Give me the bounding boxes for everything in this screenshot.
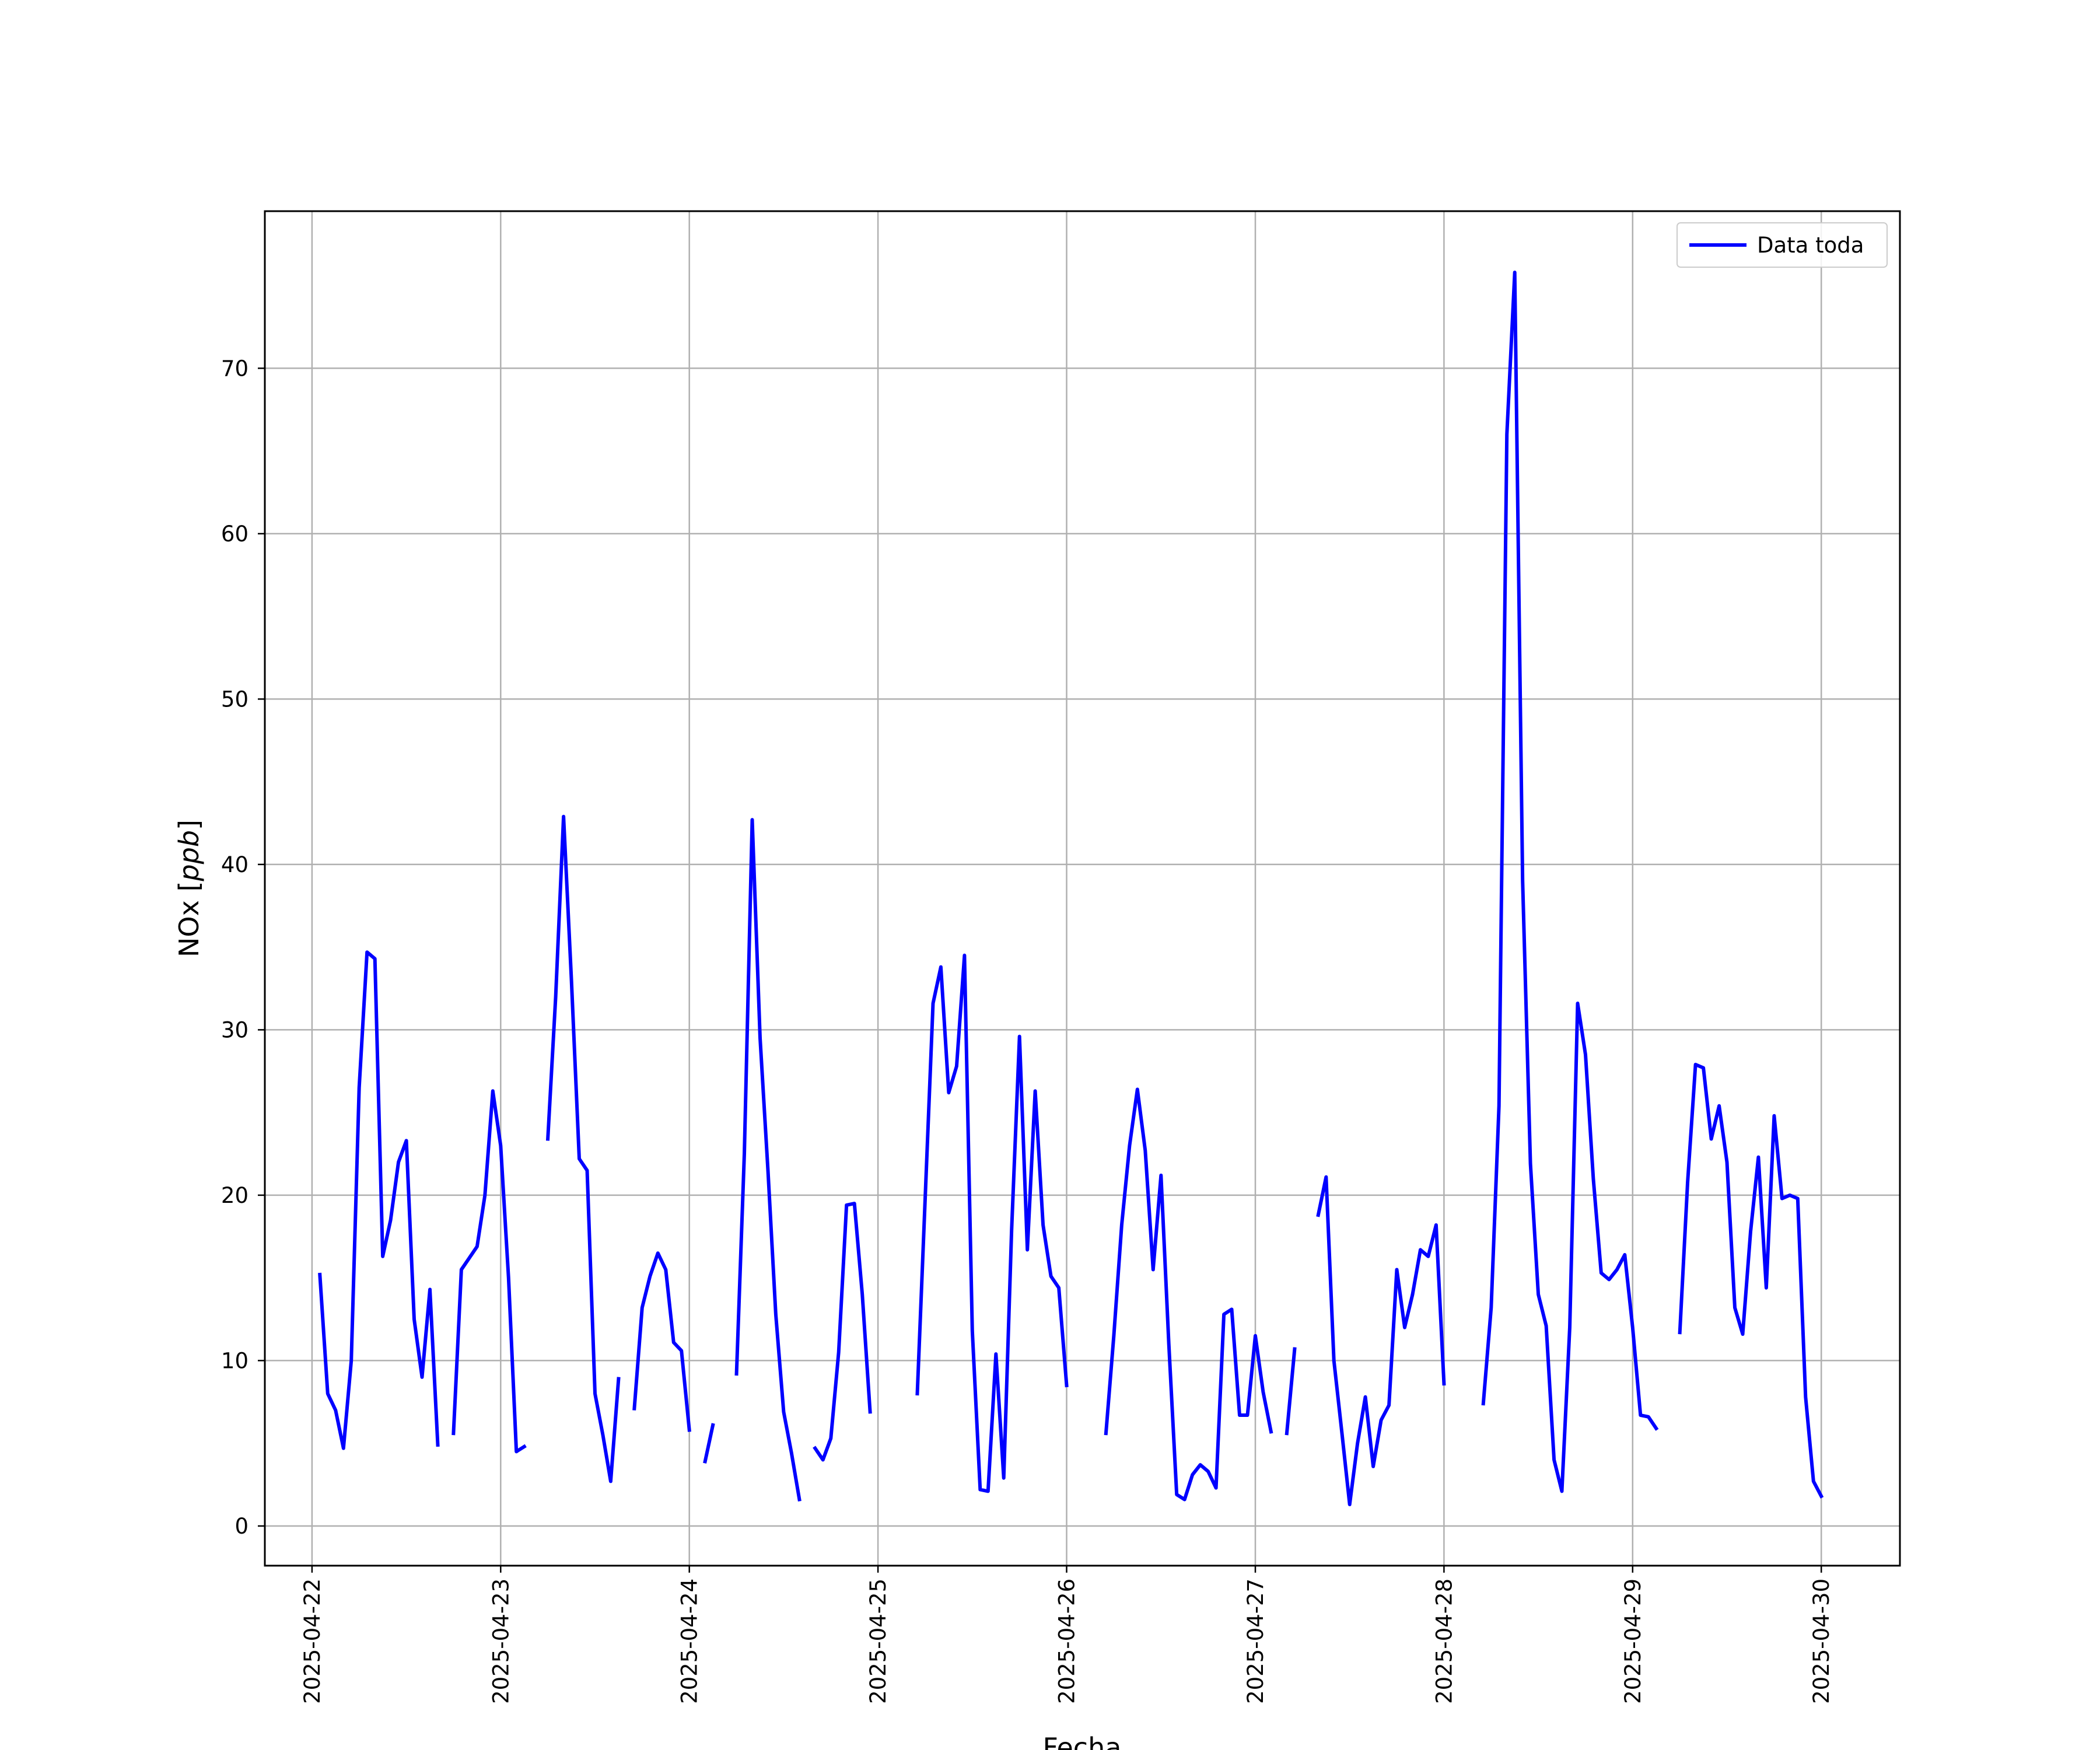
series-line-segment [1284, 1347, 1297, 1436]
series-line-segment [318, 950, 440, 1450]
series-line-segment [734, 818, 802, 1502]
y-tick-label: 60 [221, 522, 249, 547]
y-axis-label: NOx [ppb] [173, 820, 205, 957]
x-tick-label: 2025-04-29 [1620, 1578, 1646, 1704]
series-line-segment [545, 814, 621, 1483]
series-line-segment [915, 953, 1069, 1493]
series-line-segment [452, 1089, 527, 1454]
x-tick-label: 2025-04-23 [488, 1578, 513, 1704]
y-axis: 0 10 20 30 40 50 60 70 [221, 356, 265, 1539]
y-axis-label-text: NOx [ [173, 881, 205, 957]
y-axis-label-unit: ppb [173, 830, 205, 882]
x-tick-label: 2025-04-25 [866, 1578, 891, 1704]
legend-label: Data toda [1757, 233, 1864, 258]
y-tick-label: 10 [221, 1348, 249, 1373]
x-axis-label: Fecha [1043, 1732, 1122, 1750]
y-tick-label: 0 [235, 1514, 249, 1539]
y-tick-label: 70 [221, 356, 249, 381]
x-axis: 2025-04-22 2025-04-23 2025-04-24 2025-04-25… [300, 1566, 1834, 1704]
series-line-segment [1481, 270, 1659, 1493]
x-tick-label: 2025-04-27 [1243, 1578, 1268, 1704]
series-layer [318, 270, 1824, 1507]
x-tick-label: 2025-04-26 [1055, 1578, 1080, 1704]
series-line-segment [703, 1423, 715, 1464]
x-tick-label: 2025-04-24 [677, 1578, 702, 1704]
y-axis-label-close: ] [173, 820, 205, 830]
y-tick-label: 20 [221, 1183, 249, 1208]
plot-frame [264, 210, 1901, 1567]
y-tick-label: 50 [221, 687, 249, 712]
series-line-segment [1104, 1087, 1273, 1502]
x-tick-label: 2025-04-28 [1432, 1578, 1457, 1704]
series-line-segment [1678, 1062, 1824, 1499]
legend: Data toda [1676, 222, 1888, 268]
legend-box [1676, 222, 1888, 268]
grid-lines [265, 211, 1900, 1566]
y-tick-label: 40 [221, 852, 249, 877]
series-line-segment [632, 1251, 691, 1432]
series-line-segment [1316, 1175, 1446, 1507]
y-tick-label: 30 [221, 1017, 249, 1042]
x-tick-label: 2025-04-22 [300, 1578, 325, 1704]
x-tick-label: 2025-04-30 [1809, 1578, 1834, 1704]
series-line-segment [813, 1202, 872, 1462]
